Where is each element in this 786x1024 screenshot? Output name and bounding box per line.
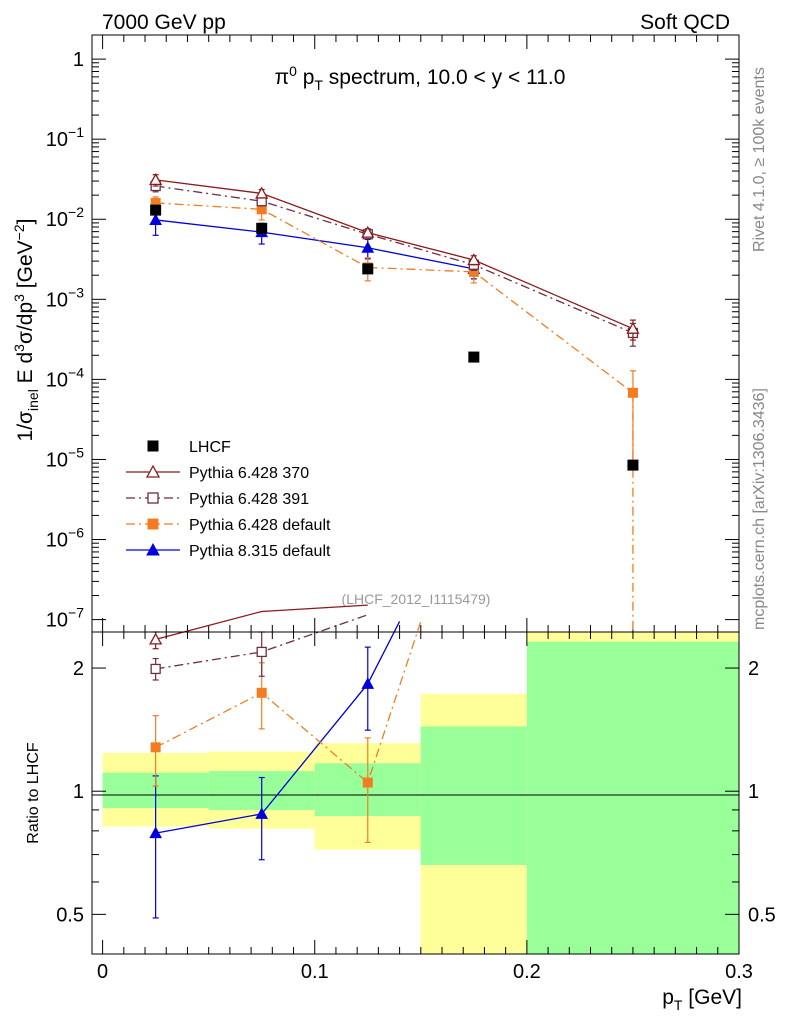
ratio-point-pythia-6-428-default <box>150 742 161 753</box>
main-point-pythia-6-428-370 <box>149 173 163 186</box>
ratio-point-pythia-6-428-391 <box>150 663 161 675</box>
analysis-annotation: (LHCF_2012_I1115479) <box>342 591 491 607</box>
ratio-point-pythia-8-315-default <box>149 826 162 839</box>
main-line-pythia-6-428-370 <box>155 179 634 330</box>
ratio-ytick-label-left: 0.5 <box>56 904 84 926</box>
y-axis-label: 1/σinel E d3σ/dp3 [GeV−2] <box>11 219 41 442</box>
ratio-plot: 0.5 0.5 1 1 2 2 0 0.1 0.2 0.3 Ratio to LHCF pT [G… <box>25 604 776 1013</box>
legend-label-pythia-8-315-default: Pythia 8.315 default <box>189 543 331 560</box>
main-series <box>149 173 640 632</box>
main-point-lhcf <box>362 263 374 275</box>
main-point-lhcf <box>468 351 480 363</box>
legend-label-pythia-6-428-370: Pythia 6.428 370 <box>189 465 309 482</box>
header-left: 7000 GeV pp <box>102 11 226 34</box>
ratio-ytick-label-right: 0.5 <box>748 904 776 926</box>
main-point-lhcf <box>627 459 639 471</box>
ratio-band-green <box>420 726 527 866</box>
main-point-pythia-6-428-370 <box>361 225 375 238</box>
rivet-label: Rivet 4.1.0, ≥ 100k events <box>751 67 768 252</box>
ratio-point-pythia-8-315-default <box>255 807 269 819</box>
ratio-xtick-label: 0 <box>97 961 108 983</box>
main-ytick-label: 1 <box>73 49 84 71</box>
x-axis-label: pT [GeV] <box>662 986 742 1013</box>
main-line-pythia-6-428-default <box>155 202 634 394</box>
main-line-pythia-6-428-391 <box>155 185 634 334</box>
ratio-point-pythia-8-315-default <box>361 677 375 689</box>
ratio-point-pythia-6-428-default <box>362 777 373 788</box>
main-ytick-label: 10−7 <box>46 605 84 632</box>
legend-marker-pythia-6-428-default <box>147 518 159 530</box>
ratio-ytick-label-left: 1 <box>73 781 84 803</box>
main-point-lhcf <box>256 222 268 234</box>
ratio-ytick-label-right: 2 <box>748 658 759 680</box>
ratio-line-pythia-6-428-370 <box>155 604 368 641</box>
legend-marker-lhcf <box>147 440 159 452</box>
main-y-ticks: 1 10−1 10−2 10−3 10−4 10−5 10−6 10−7 <box>46 34 740 632</box>
legend-marker-pythia-6-428-391 <box>147 492 159 504</box>
legend: LHCF Pythia 6.428 370 Pythia 6.428 391 Pyth… <box>126 439 331 560</box>
main-point-pythia-6-428-370 <box>255 186 269 199</box>
ratio-xtick-label: 0.1 <box>301 961 329 983</box>
main-ytick-label: 10−3 <box>46 284 84 311</box>
ratio-ticks: 0.5 0.5 1 1 2 2 0 0.1 0.2 0.3 <box>56 632 776 983</box>
legend-marker-pythia-6-428-370 <box>145 464 161 478</box>
ratio-line-pythia-8-315-default <box>155 621 401 834</box>
main-point-pythia-6-428-370 <box>467 253 481 266</box>
ratio-ytick-label-left: 2 <box>73 658 84 680</box>
legend-label-pythia-6-428-391: Pythia 6.428 391 <box>189 491 309 508</box>
ratio-series <box>149 604 422 919</box>
main-ytick-label: 10−4 <box>46 364 84 391</box>
main-ytick-label: 10−6 <box>46 525 84 552</box>
ratio-bands <box>102 632 739 954</box>
main-point-pythia-8-315-default <box>361 241 375 253</box>
main-line-pythia-8-315-default <box>155 219 474 270</box>
main-ytick-label: 10−2 <box>46 204 84 231</box>
main-ytick-label: 10−1 <box>46 124 84 151</box>
ratio-ytick-label-right: 1 <box>748 781 759 803</box>
main-point-pythia-8-315-default <box>149 213 162 225</box>
main-point-pythia-6-428-370 <box>626 321 640 334</box>
legend-marker-pythia-8-315-default <box>146 542 160 556</box>
legend-label-lhcf: LHCF <box>189 439 231 456</box>
main-point-pythia-6-428-default <box>627 387 638 398</box>
ratio-y-label: Ratio to LHCF <box>25 742 42 844</box>
ratio-point-pythia-6-428-370 <box>149 632 163 645</box>
main-point-lhcf <box>150 204 162 216</box>
ratio-xtick-label: 0.3 <box>725 961 753 983</box>
main-plot: π0 pT spectrum, 10.0 < y < 11.0 1/σinel … <box>11 34 740 633</box>
chart-title: π0 pT spectrum, 10.0 < y < 11.0 <box>275 63 566 93</box>
ratio-band-green <box>526 641 739 954</box>
main-ytick-label: 10−5 <box>46 444 84 471</box>
legend-label-pythia-6-428-default: Pythia 6.428 default <box>189 517 331 534</box>
ratio-xtick-label: 0.2 <box>513 961 541 983</box>
ratio-line-pythia-6-428-default <box>155 621 422 784</box>
header-right: Soft QCD <box>640 11 730 34</box>
ratio-point-pythia-6-428-391 <box>256 646 267 658</box>
ratio-point-pythia-6-428-default <box>256 687 267 698</box>
ratio-plot-frame <box>91 631 740 955</box>
mcplots-label: mcplots.cern.ch [arXiv:1306.3436] <box>751 388 768 630</box>
